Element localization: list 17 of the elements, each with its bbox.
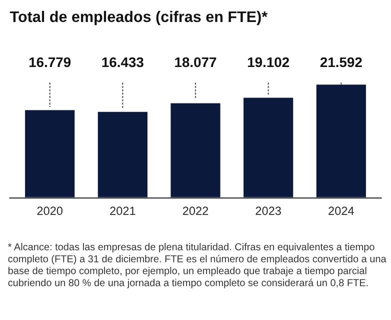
bar (314, 83, 368, 198)
data-label: 18.077 (175, 57, 216, 68)
data-label: 21.592 (320, 57, 362, 68)
x-tick-label: 2022 (182, 206, 208, 216)
bar (96, 110, 149, 198)
x-tick-label: 2021 (110, 206, 136, 216)
chart-title: Total de empleados (cifras en FTE)* (10, 10, 268, 26)
data-label: 16.779 (29, 57, 71, 68)
x-tick-label: 2024 (328, 206, 354, 216)
text: * Alcance: todas las empresas de plena titularidad. Cifras en equivalentes a tiempo completo (FTE) a 31 de diciembre. FTE es el número de empleados convertido a una base de tiempo completo, por ejemplo, un empleado que trabaje a tiempo parcial cubriendo un 80 % de una jornada a tiempo completo se considerará un 0,8 FTE. (8, 243, 386, 288)
bar (169, 102, 222, 198)
x-tick-label: 2020 (37, 206, 63, 216)
bar (24, 108, 76, 198)
data-label: 16.433 (102, 57, 144, 68)
bar (242, 96, 295, 198)
data-label: 19.102 (248, 57, 290, 68)
x-tick-label: 2023 (256, 206, 281, 216)
